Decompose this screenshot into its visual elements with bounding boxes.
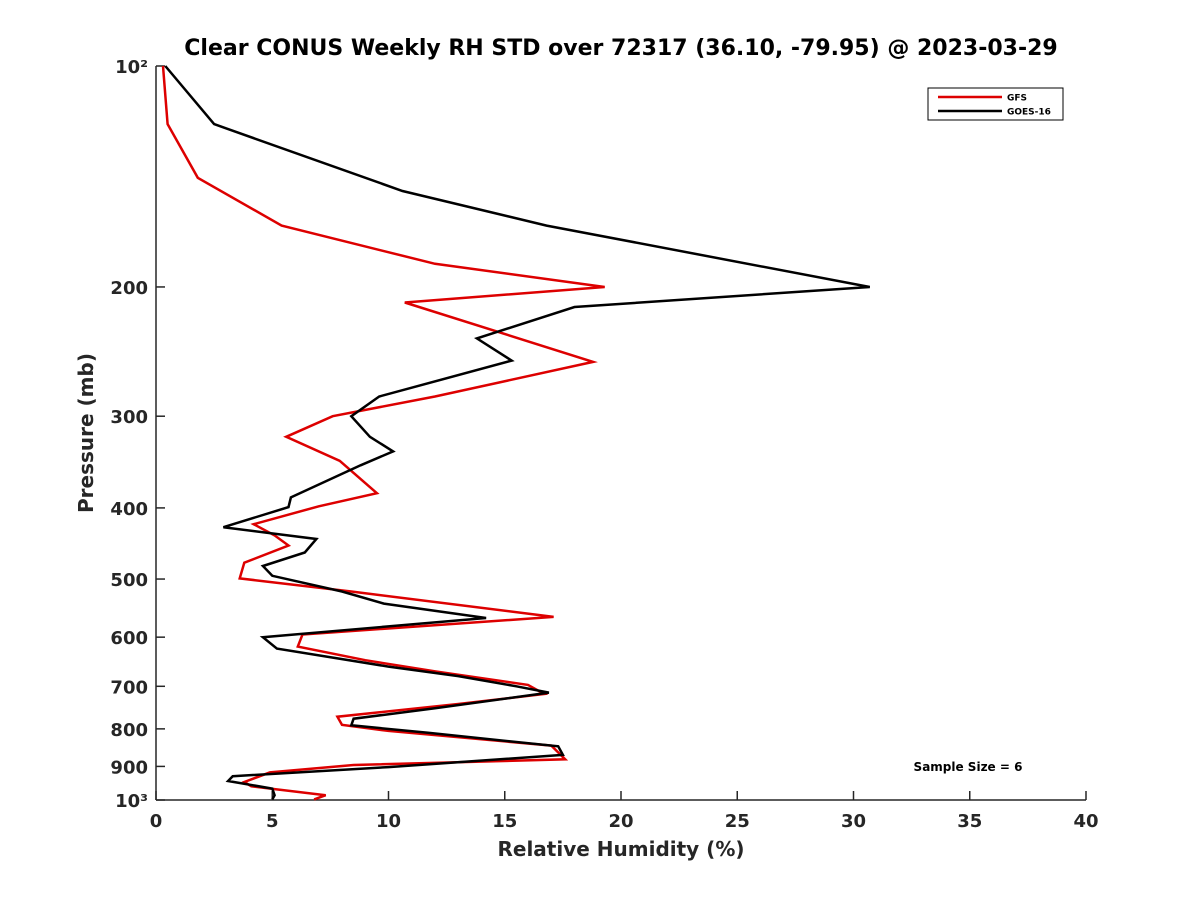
y-tick-label: 10² — [115, 57, 148, 78]
sample-size-annotation: Sample Size = 6 — [914, 760, 1023, 774]
y-tick-label: 800 — [110, 720, 148, 741]
series-line-goes-16 — [164, 65, 871, 801]
x-tick-label: 15 — [492, 811, 517, 832]
legend-box — [927, 87, 1064, 121]
x-tick-label: 30 — [841, 811, 866, 832]
series-layer — [161, 65, 871, 801]
legend: GFS GOES-16 — [927, 87, 1064, 121]
y-axis-label: Pressure (mb) — [74, 353, 98, 513]
y-tick-label: 200 — [110, 278, 148, 299]
x-tick-label: 35 — [957, 811, 982, 832]
x-tick-label: 20 — [608, 811, 633, 832]
x-tick-label: 0 — [150, 811, 163, 832]
chart-title: Clear CONUS Weekly RH STD over 72317 (36… — [184, 36, 1057, 61]
y-tick-label: 600 — [110, 628, 148, 649]
legend-entry: GFS — [1007, 94, 1027, 104]
y-tick-label: 400 — [110, 499, 148, 520]
y-tick-label: 700 — [110, 677, 148, 698]
x-tick-label: 5 — [266, 811, 279, 832]
y-axis-ticks: 10² 200 300 400 500 600 700 800 900 10³ — [110, 57, 165, 812]
y-tick-label: 500 — [110, 570, 148, 591]
legend-entry: GOES-16 — [1007, 108, 1051, 118]
y-tick-label: 900 — [110, 757, 148, 778]
x-axis-label: Relative Humidity (%) — [497, 837, 744, 861]
y-tick-label: 300 — [110, 407, 148, 428]
x-tick-label: 10 — [376, 811, 401, 832]
x-tick-label: 25 — [725, 811, 750, 832]
x-tick-label: 40 — [1073, 811, 1098, 832]
y-tick-label: 10³ — [115, 791, 148, 812]
x-axis-ticks: 0 5 10 15 20 25 30 35 40 — [150, 791, 1099, 832]
